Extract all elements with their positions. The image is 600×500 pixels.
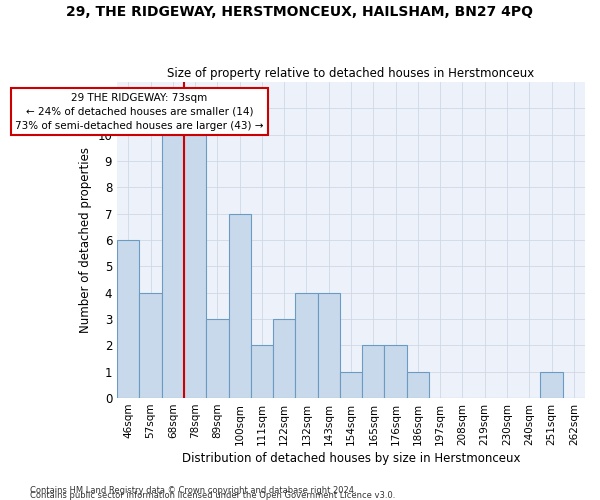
Bar <box>161 134 184 398</box>
Bar <box>385 346 407 398</box>
Bar <box>229 214 251 398</box>
Text: Contains public sector information licensed under the Open Government Licence v3: Contains public sector information licen… <box>30 491 395 500</box>
Bar <box>139 292 161 398</box>
Bar <box>206 319 229 398</box>
Bar <box>117 240 139 398</box>
Title: Size of property relative to detached houses in Herstmonceux: Size of property relative to detached ho… <box>167 66 535 80</box>
Bar <box>407 372 429 398</box>
Bar <box>317 292 340 398</box>
Bar <box>184 134 206 398</box>
Bar <box>541 372 563 398</box>
Y-axis label: Number of detached properties: Number of detached properties <box>79 147 92 333</box>
Bar <box>340 372 362 398</box>
Bar <box>251 346 273 398</box>
Bar <box>362 346 385 398</box>
Text: 29, THE RIDGEWAY, HERSTMONCEUX, HAILSHAM, BN27 4PQ: 29, THE RIDGEWAY, HERSTMONCEUX, HAILSHAM… <box>67 5 533 19</box>
Bar <box>295 292 317 398</box>
Bar <box>273 319 295 398</box>
Text: Contains HM Land Registry data © Crown copyright and database right 2024.: Contains HM Land Registry data © Crown c… <box>30 486 356 495</box>
Text: 29 THE RIDGEWAY: 73sqm
← 24% of detached houses are smaller (14)
73% of semi-det: 29 THE RIDGEWAY: 73sqm ← 24% of detached… <box>15 92 263 130</box>
X-axis label: Distribution of detached houses by size in Herstmonceux: Distribution of detached houses by size … <box>182 452 520 465</box>
